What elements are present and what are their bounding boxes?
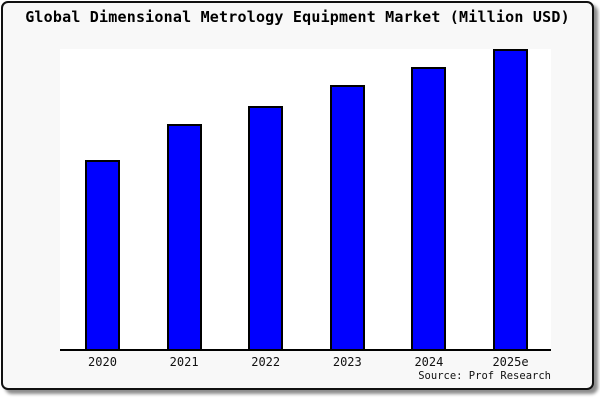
x-tick-label-2022: 2022 [251, 355, 281, 369]
chart-title: Global Dimensional Metrology Equipment M… [25, 8, 570, 26]
x-tick-label-2024: 2024 [414, 355, 444, 369]
x-tick-label-2025e: 2025e [492, 355, 529, 369]
bar-2024 [411, 67, 447, 349]
source-note: Source: Prof Research [418, 370, 551, 382]
x-tick-label-2021: 2021 [169, 355, 199, 369]
bar-2022 [248, 106, 284, 349]
x-tick-label-2023: 2023 [332, 355, 362, 369]
bar-chart-plot-area [60, 49, 551, 351]
x-tick-label-2020: 2020 [88, 355, 117, 369]
bar-2023 [329, 85, 365, 349]
chart-card: Global Dimensional Metrology Equipment M… [1, 1, 594, 390]
bar-2020 [85, 160, 120, 349]
bar-2021 [166, 124, 202, 349]
bar-2025e [493, 49, 528, 349]
